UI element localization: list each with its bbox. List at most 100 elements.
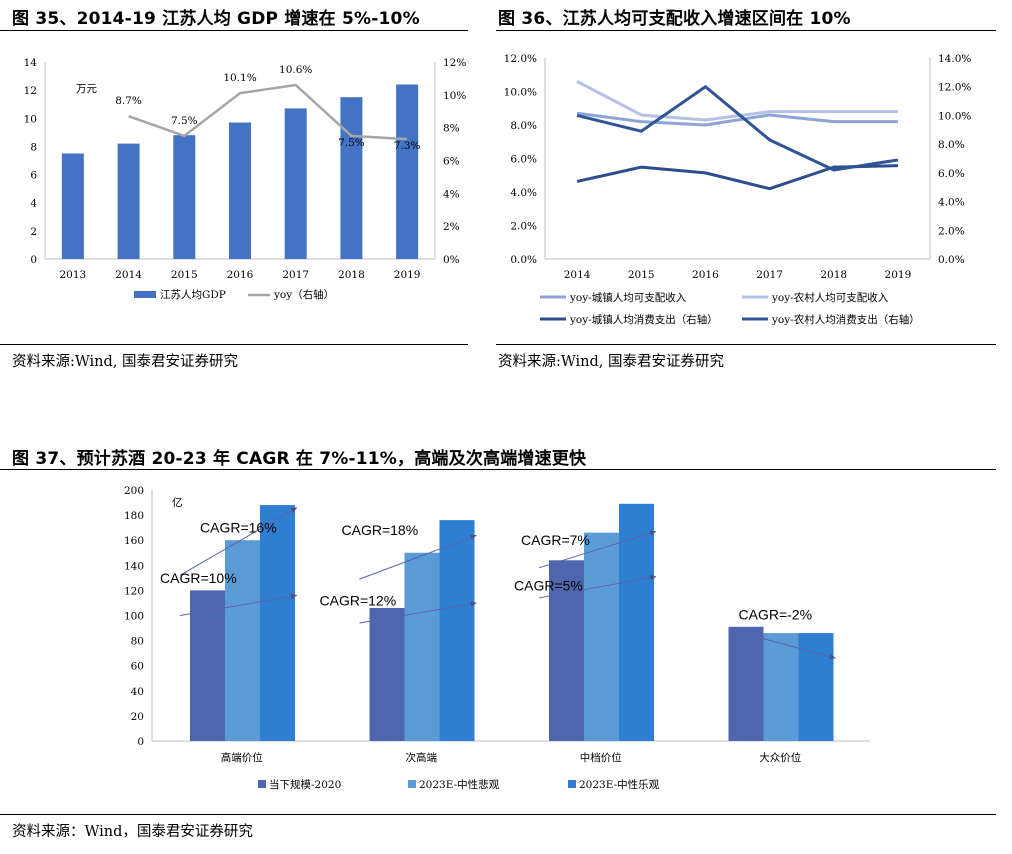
fig35-x-tick-label: 2016 bbox=[227, 269, 254, 281]
fig37-bar bbox=[728, 626, 764, 741]
fig37-bar bbox=[260, 505, 295, 741]
fig37-source: 资料来源：Wind，国泰君安证券研究 bbox=[12, 824, 253, 840]
fig37-source-rule bbox=[0, 814, 996, 815]
fig36-left-tick-label: 12.0% bbox=[504, 53, 537, 65]
fig35-yoy-data-label: 10.6% bbox=[279, 64, 312, 76]
fig35-chart: 0 2 4 6 8 10 12 14 0% 2% 4% 6% 8% 10% 12% 2013 2014 2015 2… bbox=[24, 57, 467, 301]
fig35-yoy-data-label: 8.7% bbox=[115, 95, 142, 107]
fig37-bar bbox=[584, 532, 619, 741]
fig35-legend-swatch-bar bbox=[134, 291, 156, 298]
fig35-bar bbox=[117, 143, 140, 259]
fig35-right-tick-label: 4% bbox=[443, 188, 460, 200]
fig35-left-tick-label: 4 bbox=[30, 198, 37, 210]
fig37-y-tick-label: 160 bbox=[124, 535, 144, 547]
fig37-y-tick-label: 60 bbox=[131, 661, 144, 673]
fig35-right-tick-label: 6% bbox=[443, 156, 460, 168]
fig36-left-tick-label: 6.0% bbox=[510, 154, 537, 166]
fig37-cagr-label: CAGR=7% bbox=[521, 532, 590, 548]
fig35-right-tick-label: 12% bbox=[443, 57, 466, 69]
fig36-legend-label: yoy-农村人均消费支出（右轴） bbox=[771, 313, 920, 326]
fig37-y-tick-label: 20 bbox=[131, 711, 144, 723]
fig35-left-tick-label: 2 bbox=[30, 226, 37, 238]
fig36-right-tick-label: 14.0% bbox=[938, 53, 971, 65]
fig37-cagr-label: CAGR=12% bbox=[320, 592, 397, 608]
fig36-x-tick-label: 2016 bbox=[692, 269, 719, 281]
fig37-y-tick-label: 140 bbox=[124, 560, 144, 572]
fig36-source-rule bbox=[496, 344, 996, 345]
fig35-legend-label: 江苏人均GDP bbox=[160, 288, 226, 301]
fig37-legend-label: 2023E-中性悲观 bbox=[419, 778, 500, 791]
fig35-bar bbox=[173, 135, 196, 259]
fig37-cagr-arrow bbox=[538, 574, 657, 599]
fig37-bar bbox=[763, 633, 799, 741]
fig35-x-tick-label: 2014 bbox=[115, 269, 142, 281]
fig35-title: 图 35、2014-19 江苏人均 GDP 增速在 5%-10% bbox=[12, 9, 420, 29]
fig37-unit-label: 亿 bbox=[172, 496, 183, 509]
fig35-yoy-data-label: 7.3% bbox=[394, 140, 421, 152]
fig35-yoy-line bbox=[128, 83, 408, 141]
fig35-legend-label: yoy（右轴） bbox=[273, 288, 334, 301]
fig36-right-tick-label: 10.0% bbox=[938, 110, 971, 122]
fig37-y-tick-label: 120 bbox=[124, 585, 144, 597]
fig37-title-rule bbox=[0, 469, 996, 470]
fig36-series-line bbox=[576, 164, 898, 191]
fig35-right-tick-label: 2% bbox=[443, 221, 460, 233]
fig36-series-line bbox=[576, 80, 898, 122]
fig37-cagr-label: CAGR=18% bbox=[342, 522, 419, 538]
fig37-cagr-label: CAGR=-2% bbox=[739, 606, 813, 622]
fig37-y-tick-label: 40 bbox=[131, 686, 144, 698]
fig35-left-tick-label: 0 bbox=[30, 254, 37, 266]
fig36-right-tick-label: 12.0% bbox=[938, 82, 971, 94]
fig37-cagr-arrow bbox=[179, 593, 298, 616]
fig35-x-tick-label: 2013 bbox=[59, 269, 86, 281]
fig37-cagr-label: CAGR=5% bbox=[514, 577, 583, 593]
fig35-right-tick-label: 0% bbox=[443, 254, 460, 266]
fig35-left-tick-label: 8 bbox=[30, 141, 37, 153]
fig35-right-tick-label: 10% bbox=[443, 90, 466, 102]
fig35-title-rule bbox=[0, 30, 468, 31]
fig37-cagr-arrow bbox=[179, 507, 298, 576]
fig36-right-tick-label: 0.0% bbox=[938, 254, 965, 266]
fig37-x-tick-label: 中档价位 bbox=[580, 751, 622, 764]
fig35-x-tick-label: 2015 bbox=[171, 269, 198, 281]
fig35-yoy-data-label: 7.5% bbox=[171, 115, 198, 127]
fig36-left-tick-label: 4.0% bbox=[510, 187, 537, 199]
fig37-y-tick-label: 0 bbox=[137, 736, 144, 748]
fig35-left-tick-label: 10 bbox=[24, 113, 37, 125]
fig35-unit-label: 万元 bbox=[76, 83, 97, 95]
fig35-left-tick-label: 12 bbox=[24, 85, 37, 97]
fig37-cagr-arrow bbox=[756, 636, 836, 660]
fig35-left-tick-label: 14 bbox=[24, 57, 38, 69]
fig36-x-tick-label: 2018 bbox=[820, 269, 847, 281]
fig36-x-tick-label: 2014 bbox=[564, 269, 591, 281]
fig37-cagr-arrow bbox=[359, 601, 477, 624]
fig37-y-tick-label: 200 bbox=[124, 485, 144, 497]
fig36-chart: 0.0% 2.0% 4.0% 6.0% 8.0% 10.0% 12.0% 0.0% 2.0% 4.… bbox=[504, 53, 972, 326]
fig37-legend-swatch bbox=[408, 780, 416, 788]
fig37-bar bbox=[404, 552, 440, 741]
fig35-bar bbox=[340, 97, 363, 259]
fig37-cagr-arrow bbox=[538, 530, 657, 569]
fig35-bar bbox=[229, 122, 251, 259]
fig35-yoy-data-label: 10.1% bbox=[223, 72, 256, 84]
fig36-series-line bbox=[576, 85, 899, 172]
fig36-x-tick-label: 2017 bbox=[756, 269, 783, 281]
fig37-cagr-arrow bbox=[359, 534, 477, 580]
fig36-title-rule bbox=[496, 30, 996, 31]
fig37-x-tick-label: 次高端 bbox=[406, 751, 438, 764]
fig37-bar bbox=[619, 503, 654, 741]
fig37-x-tick-label: 大众价位 bbox=[759, 751, 801, 764]
fig36-left-tick-label: 8.0% bbox=[510, 120, 537, 132]
fig36-right-tick-label: 6.0% bbox=[938, 168, 965, 180]
fig36-x-tick-label: 2019 bbox=[885, 269, 912, 281]
fig35-x-tick-label: 2018 bbox=[338, 269, 365, 281]
fig35-right-tick-label: 8% bbox=[443, 123, 460, 135]
fig37-y-tick-label: 100 bbox=[124, 611, 144, 623]
fig36-right-tick-label: 2.0% bbox=[938, 225, 965, 237]
fig37-legend-swatch bbox=[258, 780, 266, 788]
fig35-x-tick-label: 2019 bbox=[394, 269, 421, 281]
fig35-x-tick-label: 2017 bbox=[282, 269, 309, 281]
fig35-yoy-data-label: 7.5% bbox=[338, 137, 365, 149]
fig37-x-tick-label: 高端价位 bbox=[221, 751, 263, 764]
